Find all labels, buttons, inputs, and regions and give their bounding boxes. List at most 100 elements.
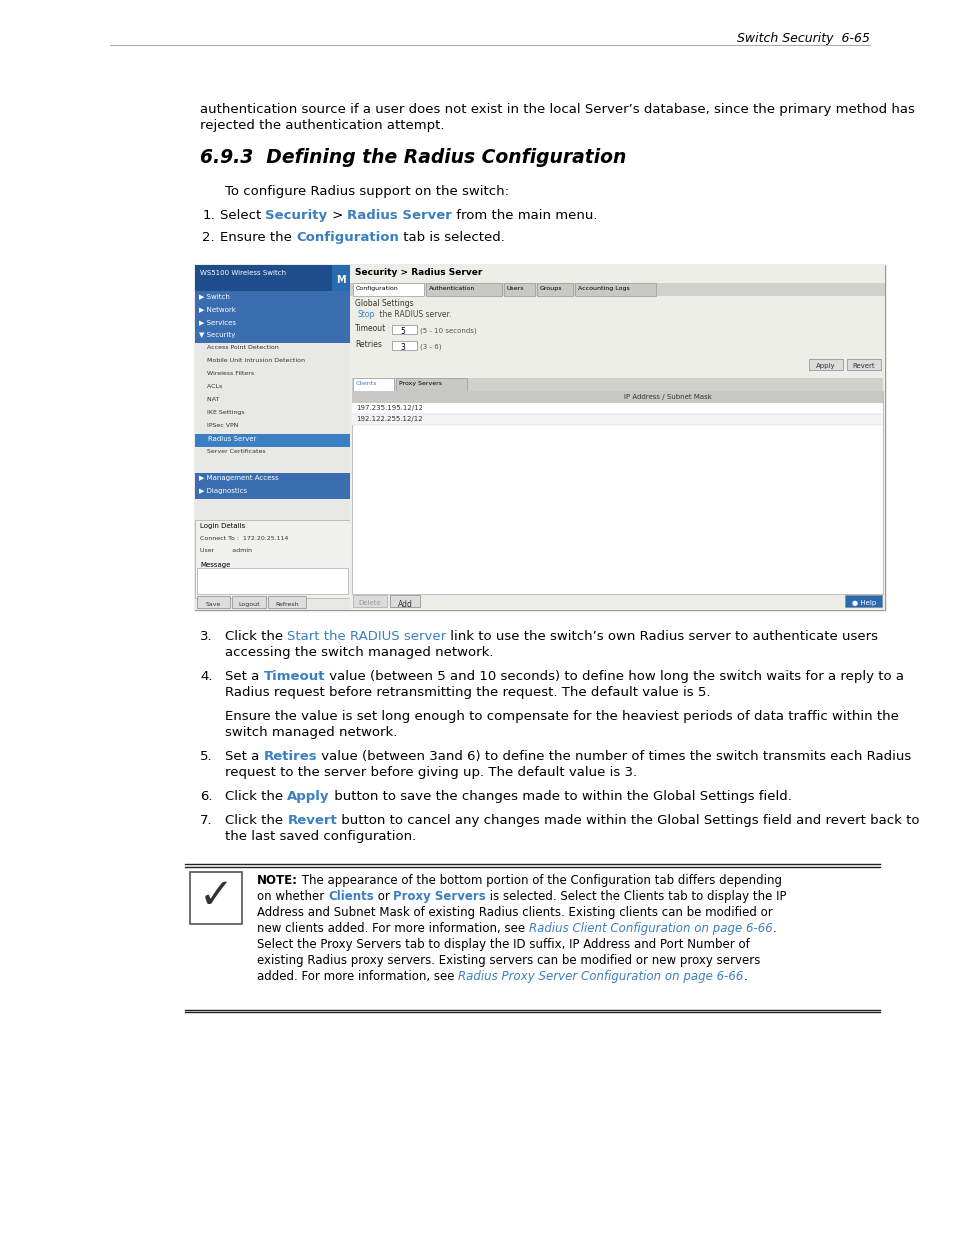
Text: is selected. Select the Clients tab to display the IP: is selected. Select the Clients tab to d… [486,890,786,903]
Text: ▼ Security: ▼ Security [199,332,235,338]
Text: the last saved configuration.: the last saved configuration. [225,830,416,844]
Text: existing Radius proxy servers. Existing servers can be modified or new proxy ser: existing Radius proxy servers. Existing … [256,953,760,967]
Bar [196,568,348,594]
Text: Refresh: Refresh [274,601,298,606]
Text: Proxy Servers: Proxy Servers [398,382,441,387]
Text: Add: Add [397,600,412,609]
Text: the RADIUS server.: the RADIUS server. [376,310,451,319]
Bar [194,487,350,499]
Bar [194,473,350,487]
Text: Delete: Delete [358,600,381,606]
Text: button to save the changes made to within the Global Settings field.: button to save the changes made to withi… [330,790,791,803]
Bar [503,283,535,296]
Bar [194,291,350,304]
Text: Wireless Filters: Wireless Filters [199,370,253,375]
Text: ▶ Diagnostics: ▶ Diagnostics [199,488,247,494]
Bar [846,359,880,370]
Bar [426,283,501,296]
Text: 197.235.195.12/12: 197.235.195.12/12 [355,405,422,411]
Text: Address and Subnet Mask of existing Radius clients. Existing clients can be modi: Address and Subnet Mask of existing Radi… [256,906,772,919]
Bar [196,597,230,608]
Bar [575,283,656,296]
Text: new clients added. For more information, see: new clients added. For more information,… [256,923,528,935]
Text: Authentication: Authentication [429,287,475,291]
Text: Server Certificates: Server Certificates [199,450,265,454]
Text: Access Point Detection: Access Point Detection [199,345,278,350]
Text: ▶ Network: ▶ Network [199,306,235,312]
Text: Click the: Click the [225,630,287,643]
Bar [194,395,350,408]
Bar [332,266,350,291]
Text: User         admin: User admin [200,548,252,553]
Text: Timeout: Timeout [355,324,386,333]
Text: 1.: 1. [202,209,214,222]
Text: 5: 5 [399,327,404,336]
Text: >: > [327,209,347,222]
Text: request to the server before giving up. The default value is 3.: request to the server before giving up. … [225,766,637,779]
Text: or: or [374,890,393,903]
Bar [194,266,884,610]
Text: 5.: 5. [200,750,213,763]
Bar [350,266,884,283]
Text: ✓: ✓ [198,876,233,918]
Text: 6.: 6. [200,790,213,803]
Text: IKE Settings: IKE Settings [199,410,244,415]
Bar [352,391,882,594]
Text: Select: Select [220,209,265,222]
Bar [194,356,350,369]
Text: M: M [335,275,345,285]
Bar [194,266,350,610]
Bar [353,283,423,296]
Text: value (between 3and 6) to define the number of times the switch transmits each R: value (between 3and 6) to define the num… [316,750,910,763]
Text: ACLs: ACLs [199,384,222,389]
Text: Users: Users [506,287,524,291]
Text: Clients: Clients [355,382,377,387]
Bar [194,304,350,317]
Bar [392,341,416,350]
Bar [194,369,350,382]
Text: Retires: Retires [263,750,316,763]
Text: ▶ Management Access: ▶ Management Access [199,475,278,480]
Text: Radius Proxy Server Configuration on page 6-66: Radius Proxy Server Configuration on pag… [457,969,742,983]
Text: from the main menu.: from the main menu. [452,209,597,222]
Text: Configuration: Configuration [295,231,398,245]
Text: Radius Server: Radius Server [347,209,452,222]
Text: 192.122.255.12/12: 192.122.255.12/12 [355,416,422,422]
Bar [352,403,882,414]
Text: Apply: Apply [816,363,835,369]
Text: rejected the authentication attempt.: rejected the authentication attempt. [200,119,444,132]
Text: Switch Security  6-65: Switch Security 6-65 [737,32,869,44]
Text: Groups: Groups [539,287,562,291]
Bar [350,283,884,296]
Text: ▶ Switch: ▶ Switch [199,293,230,299]
Text: 7.: 7. [200,814,213,827]
Text: Security: Security [265,209,327,222]
Text: WS5100 Wireless Switch: WS5100 Wireless Switch [200,270,286,275]
Text: link to use the switch’s own Radius server to authenticate users: link to use the switch’s own Radius serv… [446,630,878,643]
Bar [808,359,842,370]
Text: tab is selected.: tab is selected. [398,231,504,245]
Bar [353,595,387,606]
Bar [194,317,350,330]
Text: Click the: Click the [225,814,287,827]
Text: The appearance of the bottom portion of the Configuration tab differs depending: The appearance of the bottom portion of … [297,874,781,887]
Text: NOTE:: NOTE: [256,874,297,887]
Text: (5 - 10 seconds): (5 - 10 seconds) [419,327,476,333]
Bar [194,433,350,447]
Text: Login Details: Login Details [200,522,245,529]
Text: Global Settings: Global Settings [355,299,414,308]
Bar [352,378,882,391]
Bar [194,447,350,459]
Bar [194,421,350,433]
Bar [232,597,266,608]
Text: Configuration: Configuration [355,287,398,291]
Text: .: . [742,969,746,983]
Bar [194,330,350,343]
Bar [352,414,882,425]
Text: on whether: on whether [256,890,328,903]
Bar [353,378,394,391]
Text: Mobile Unit Intrusion Detection: Mobile Unit Intrusion Detection [199,358,305,363]
Text: Timeout: Timeout [263,671,325,683]
Text: Retries: Retries [355,340,381,350]
Text: (3 - 6): (3 - 6) [419,343,441,350]
